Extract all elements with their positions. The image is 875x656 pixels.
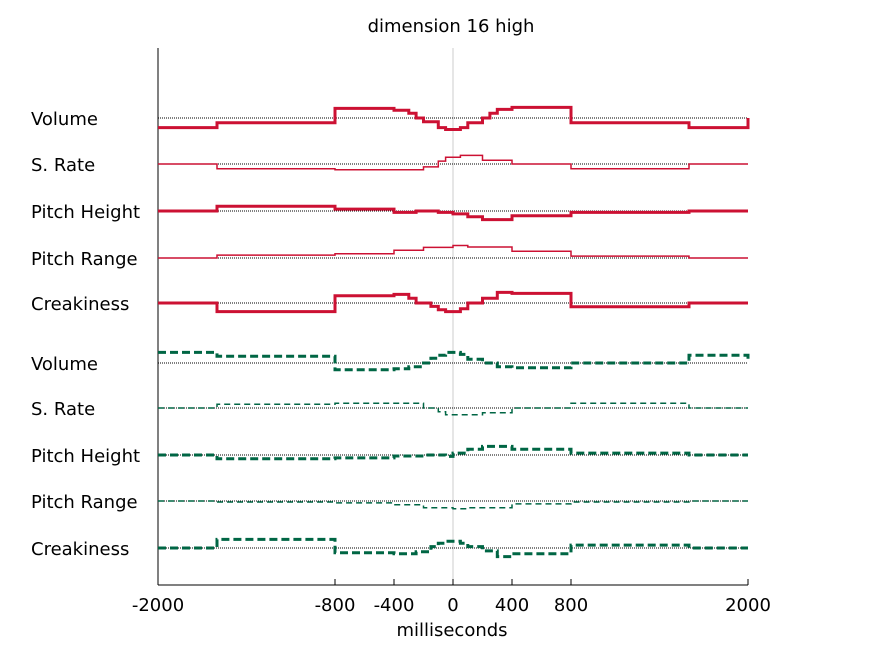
x-tick-label: 0 [447, 595, 458, 616]
series-upper-creakiness [158, 290, 748, 314]
x-tick-label: 400 [495, 595, 529, 616]
row-label-lower-3: Pitch Range [31, 492, 138, 513]
row-label-upper-1: S. Rate [31, 155, 95, 176]
series-lines [158, 105, 750, 559]
x-tick-label: -400 [374, 595, 415, 616]
series-lower-s-rate [158, 402, 748, 416]
series-lower-pitch-height [158, 444, 748, 461]
x-tick-label: 800 [554, 595, 588, 616]
x-tick-label: -2000 [132, 595, 184, 616]
series-upper-volume [158, 105, 750, 131]
row-label-lower-2: Pitch Height [31, 446, 140, 467]
x-tick-label: 2000 [725, 595, 771, 616]
x-tick-label: -800 [315, 595, 356, 616]
x-axis-ticks: -2000 -800 -400 0 400 800 2000 [132, 579, 771, 616]
chart-title: dimension 16 high [368, 16, 535, 37]
row-label-lower-0: Volume [31, 354, 98, 375]
x-axis-label: milliseconds [396, 620, 507, 641]
row-baselines [158, 117, 748, 549]
row-label-upper-3: Pitch Range [31, 249, 138, 270]
series-lower-creakiness [158, 537, 748, 559]
row-label-upper-0: Volume [31, 109, 98, 130]
row-label-upper-4: Creakiness [31, 294, 129, 315]
row-label-upper-2: Pitch Height [31, 202, 140, 223]
series-upper-s-rate [158, 154, 748, 171]
row-labels: Volume S. Rate Pitch Height Pitch Range Crea… [31, 109, 140, 560]
series-lower-volume [158, 350, 750, 372]
row-label-lower-4: Creakiness [31, 539, 129, 560]
series-lower-pitch-range [158, 500, 748, 510]
series-upper-pitch-height [158, 204, 748, 222]
series-upper-pitch-range [158, 244, 748, 259]
row-label-lower-1: S. Rate [31, 399, 95, 420]
